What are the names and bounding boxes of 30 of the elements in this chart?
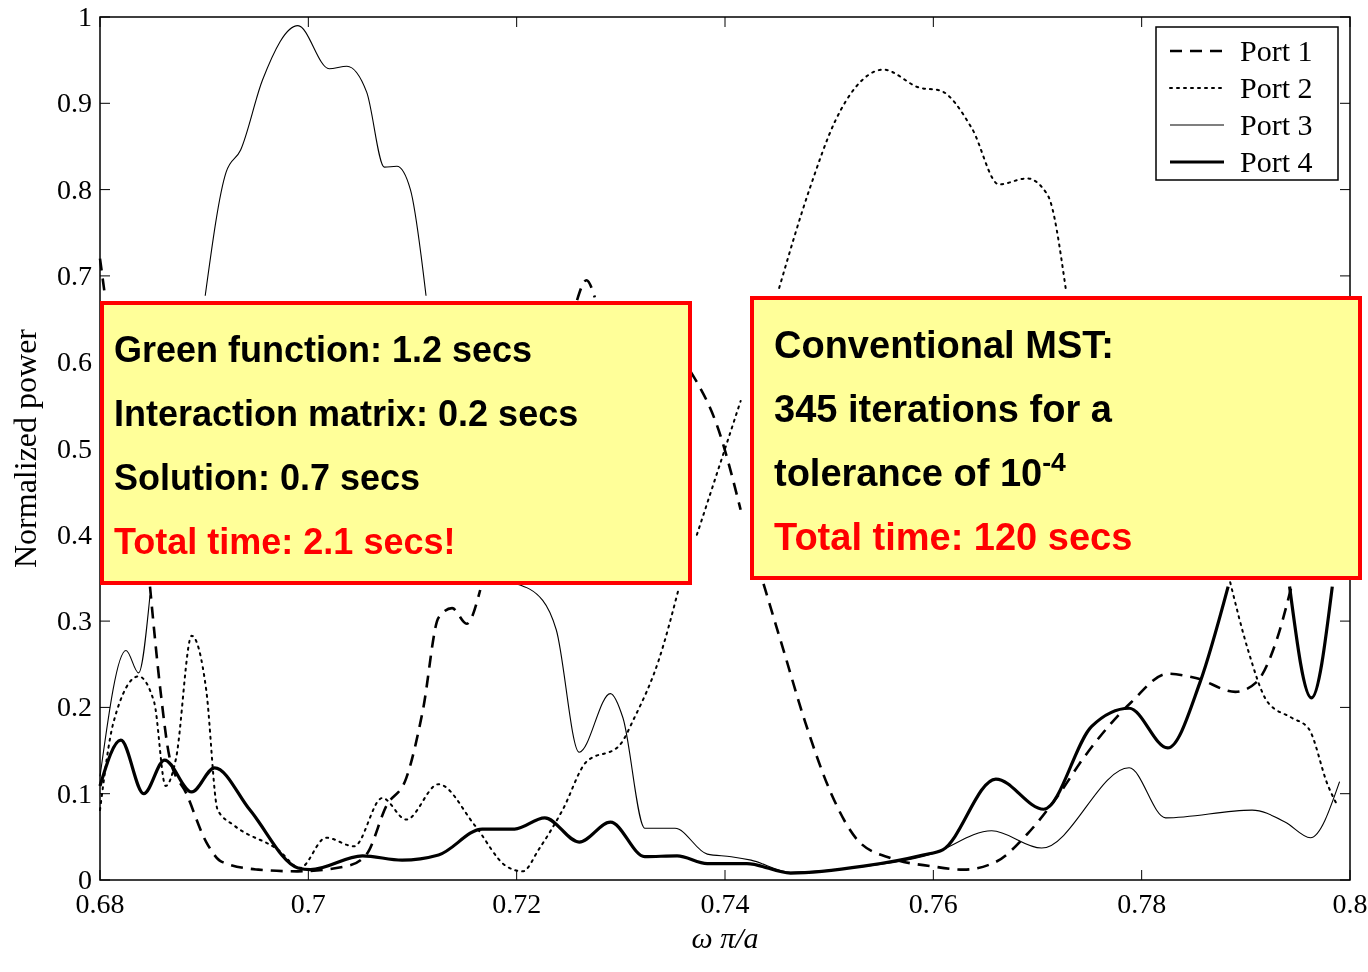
annotation: Green function: 1.2 secs <box>114 329 533 370</box>
annotation: Solution: 0.7 secs <box>114 457 421 498</box>
x-tick-label: 0.78 <box>1117 888 1167 919</box>
y-tick-label: 0.8 <box>57 173 92 205</box>
legend-label: Port 1 <box>1240 34 1313 67</box>
x-tick-label: 0.72 <box>492 888 542 919</box>
x-tick-label: 0.8 <box>1332 888 1368 919</box>
annotation: Conventional MST: <box>774 324 1114 366</box>
note-box: Conventional MST: 345 iterations for a tolerance of 10$^{-4}$ Total time: 120 secs <box>750 296 1362 580</box>
annotation: Total time: 120 secs <box>774 516 1133 558</box>
x-axis-title: ω π/a <box>691 921 759 954</box>
y-tick-label: 0.9 <box>57 87 92 119</box>
y-axis-title: Normalized power <box>7 328 43 569</box>
annotation: Total time: 2.1 secs! <box>114 521 456 562</box>
y-tick-label: 0.1 <box>57 777 92 809</box>
y-tick-label: 1 <box>78 1 92 32</box>
y-tick-label: 0.5 <box>57 432 92 464</box>
legend-label: Port 4 <box>1240 145 1313 178</box>
legend-label: Port 3 <box>1240 108 1313 141</box>
annotation: 345 iterations for a tolerance of 10$^{-4}$ <box>774 388 1113 494</box>
x-tick-label: 0.74 <box>700 888 750 919</box>
x-tick-label: 0.7 <box>290 888 326 919</box>
x-tick-label: 0.76 <box>908 888 958 919</box>
legend-label: Port 2 <box>1240 71 1313 104</box>
y-tick-label: 0.2 <box>57 691 92 723</box>
y-tick-label: 0.3 <box>57 605 92 637</box>
y-tick-label: 0.6 <box>57 346 92 378</box>
annotation: Interaction matrix: 0.2 secs <box>114 393 579 434</box>
y-tick-label: 0.4 <box>57 518 92 550</box>
y-tick-label: 0.7 <box>57 259 92 291</box>
